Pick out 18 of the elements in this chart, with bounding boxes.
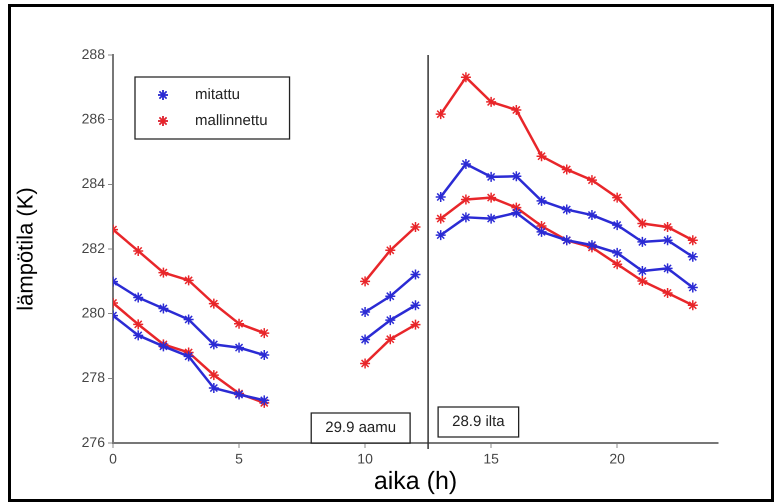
x-tick-label: 15 bbox=[483, 450, 500, 466]
legend-label: mallinnettu bbox=[195, 112, 268, 130]
x-tick-label: 5 bbox=[235, 450, 244, 466]
legend-label: mitattu bbox=[195, 86, 240, 104]
y-tick-label: 276 bbox=[82, 434, 106, 450]
x-axis-title: aika (h) bbox=[374, 466, 458, 495]
y-tick-label: 278 bbox=[82, 369, 106, 386]
x-tick-label: 20 bbox=[609, 450, 626, 466]
annotation: 28.9 ilta bbox=[452, 413, 506, 430]
x-tick-label: 0 bbox=[109, 450, 118, 466]
x-tick-label: 10 bbox=[357, 450, 374, 466]
y-tick-label: 286 bbox=[82, 110, 106, 127]
y-axis-title: lämpötila (K) bbox=[12, 187, 38, 311]
y-tick-label: 280 bbox=[82, 304, 106, 321]
y-tick-label: 282 bbox=[82, 240, 106, 256]
y-tick-label: 288 bbox=[82, 46, 106, 62]
annotation: 29.9 aamu bbox=[325, 419, 396, 436]
y-tick-label: 284 bbox=[82, 175, 106, 192]
